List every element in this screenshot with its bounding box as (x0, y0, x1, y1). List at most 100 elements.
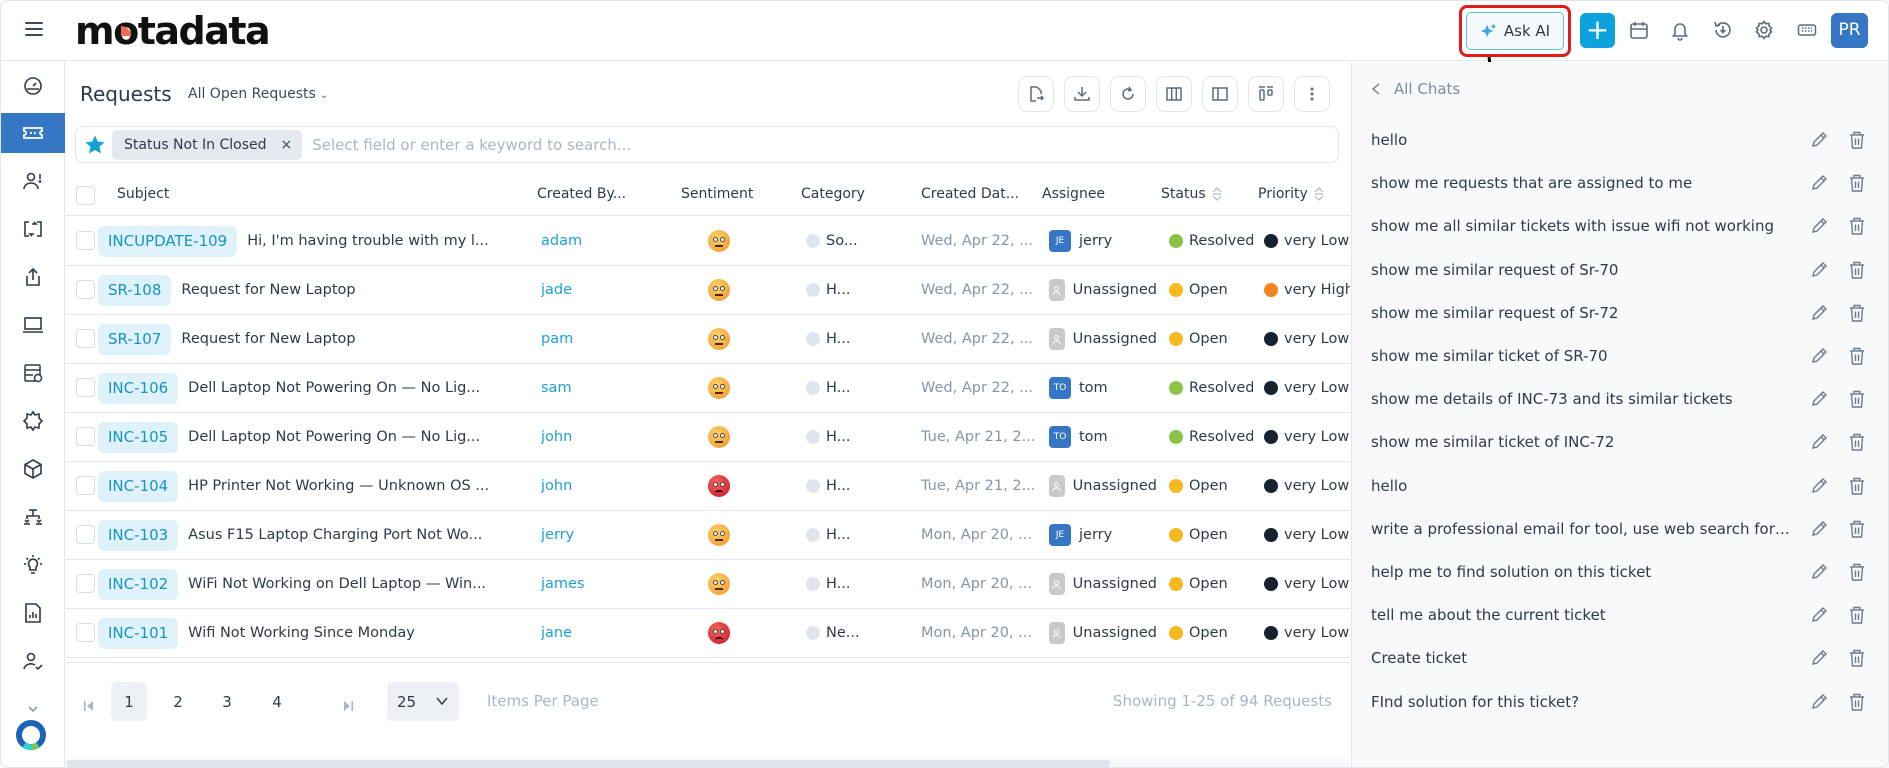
chat-list-item[interactable]: write a professional email for tool, use… (1371, 509, 1871, 549)
status-value[interactable]: Open (1189, 625, 1228, 641)
ask-ai-button[interactable]: Ask AI (1466, 12, 1564, 50)
assignee-name[interactable]: Unassigned (1072, 331, 1157, 347)
chat-title[interactable]: hello (1371, 131, 1408, 149)
row-checkbox[interactable] (76, 231, 95, 250)
row-checkbox[interactable] (76, 378, 95, 397)
pencil-icon[interactable] (1810, 304, 1828, 322)
request-id-chip[interactable]: INC-104 (98, 470, 179, 502)
split-view-button[interactable] (1202, 76, 1238, 112)
table-row[interactable]: INC-102 WiFi Not Working on Dell Laptop … (66, 560, 1350, 609)
page-3[interactable]: 3 (222, 692, 232, 711)
column-created-by[interactable]: Created By... (537, 186, 627, 202)
chat-title[interactable]: write a professional email for tool, use… (1371, 519, 1791, 538)
trash-icon[interactable] (1848, 648, 1866, 668)
assignee-name[interactable]: Unassigned (1072, 625, 1157, 641)
table-row[interactable]: INC-103 Asus F15 Laptop Charging Port No… (66, 511, 1350, 560)
pencil-icon[interactable] (1810, 520, 1828, 538)
chat-list-item[interactable]: hello (1371, 120, 1871, 160)
search-input[interactable] (312, 135, 1338, 154)
chat-list-item[interactable]: hello (1371, 466, 1871, 506)
pencil-icon[interactable] (1810, 433, 1828, 451)
priority-value[interactable]: very Low (1284, 527, 1350, 543)
chat-title[interactable]: hello (1371, 476, 1408, 495)
priority-value[interactable]: very High (1284, 282, 1350, 298)
chevron-down-icon[interactable] (27, 705, 39, 713)
chat-list-item[interactable]: show me similar ticket of INC-72 (1371, 422, 1871, 462)
pencil-icon[interactable] (1810, 390, 1828, 408)
request-id-chip[interactable]: INC-106 (98, 372, 179, 404)
pencil-icon[interactable] (1810, 217, 1828, 235)
chat-title[interactable]: show me similar request of Sr-70 (1371, 260, 1619, 279)
pencil-icon[interactable] (1810, 347, 1828, 365)
assignee-name[interactable]: tom (1079, 429, 1108, 445)
pencil-icon[interactable] (1810, 261, 1828, 279)
request-subject[interactable]: HP Printer Not Working — Unknown OS ... (188, 478, 490, 494)
sidebar-item-patch[interactable] (1, 401, 65, 441)
menu-icon[interactable] (23, 18, 45, 40)
chat-title[interactable]: show me requests that are assigned to me (1371, 174, 1693, 193)
trash-icon[interactable] (1848, 432, 1866, 452)
priority-value[interactable]: very Low (1284, 331, 1350, 347)
pencil-icon[interactable] (1810, 131, 1828, 149)
priority-value[interactable]: very Low (1284, 576, 1350, 592)
per-page-select[interactable]: 25 (387, 682, 459, 721)
row-checkbox[interactable] (76, 476, 95, 495)
column-status[interactable]: Status (1161, 186, 1222, 202)
created-by-link[interactable]: sam (541, 380, 572, 396)
columns-button[interactable] (1156, 76, 1192, 112)
status-value[interactable]: Resolved (1189, 429, 1253, 445)
assignee-name[interactable]: Unassigned (1072, 478, 1157, 494)
download-button[interactable] (1064, 76, 1100, 112)
chat-list-item[interactable]: show me similar request of Sr-70 (1371, 250, 1871, 290)
trash-icon[interactable] (1848, 130, 1866, 150)
priority-value[interactable]: very Low (1284, 380, 1350, 396)
pencil-icon[interactable] (1810, 563, 1828, 581)
last-page-icon[interactable] (341, 699, 355, 713)
row-checkbox[interactable] (76, 280, 95, 299)
pencil-icon[interactable] (1810, 693, 1828, 711)
request-id-chip[interactable]: SR-108 (98, 274, 172, 306)
chat-list-item[interactable]: show me requests that are assigned to me (1371, 163, 1871, 203)
trash-icon[interactable] (1848, 303, 1866, 323)
sidebar-item-changes[interactable] (1, 209, 65, 249)
calendar-icon[interactable] (1628, 19, 1650, 41)
sidebar-item-requests[interactable] (1, 113, 65, 153)
assignee-name[interactable]: jerry (1079, 233, 1113, 249)
request-subject[interactable]: WiFi Not Working on Dell Laptop — Win... (188, 576, 487, 592)
refresh-button[interactable] (1110, 76, 1146, 112)
table-row[interactable]: SR-108 Request for New Laptop jade H... … (66, 266, 1350, 315)
chat-title[interactable]: show me details of INC-73 and its simila… (1371, 390, 1733, 409)
column-priority[interactable]: Priority (1258, 186, 1324, 202)
chat-list-item[interactable]: FInd solution for this ticket? (1371, 682, 1871, 722)
status-value[interactable]: Open (1189, 527, 1228, 543)
export-button[interactable] (1018, 76, 1054, 112)
assignee-name[interactable]: tom (1079, 380, 1108, 396)
sidebar-item-products[interactable] (1, 449, 65, 489)
priority-value[interactable]: very Low (1284, 429, 1350, 445)
chat-title[interactable]: Create ticket (1371, 649, 1468, 668)
view-selector[interactable]: All Open Requests ⌄ (188, 86, 328, 102)
table-row[interactable]: INC-106 Dell Laptop Not Powering On — No… (66, 364, 1350, 413)
sidebar-item-knowledge[interactable] (1, 545, 65, 585)
sidebar-item-assets[interactable] (1, 305, 65, 345)
select-all-checkbox[interactable] (76, 186, 95, 205)
sidebar-item-users[interactable] (1, 641, 65, 681)
column-sentiment[interactable]: Sentiment (681, 186, 754, 202)
trash-icon[interactable] (1848, 389, 1866, 409)
pencil-icon[interactable] (1810, 477, 1828, 495)
status-value[interactable]: Open (1189, 576, 1228, 592)
request-subject[interactable]: Request for New Laptop (181, 331, 356, 347)
priority-value[interactable]: very Low (1284, 233, 1350, 249)
user-avatar[interactable]: PR (1831, 13, 1868, 48)
chat-list-item[interactable]: help me to find solution on this ticket (1371, 552, 1871, 592)
close-icon[interactable]: × (280, 136, 293, 153)
request-subject[interactable]: Asus F15 Laptop Charging Port Not Wo... (188, 527, 483, 543)
request-id-chip[interactable]: INC-101 (98, 617, 179, 649)
create-button[interactable]: + (1580, 13, 1615, 48)
status-value[interactable]: Open (1189, 331, 1228, 347)
assignee-name[interactable]: jerry (1079, 527, 1113, 543)
row-checkbox[interactable] (76, 574, 95, 593)
sidebar-item-cmdb[interactable] (1, 353, 65, 393)
created-by-link[interactable]: jane (541, 625, 573, 641)
row-checkbox[interactable] (76, 623, 95, 642)
